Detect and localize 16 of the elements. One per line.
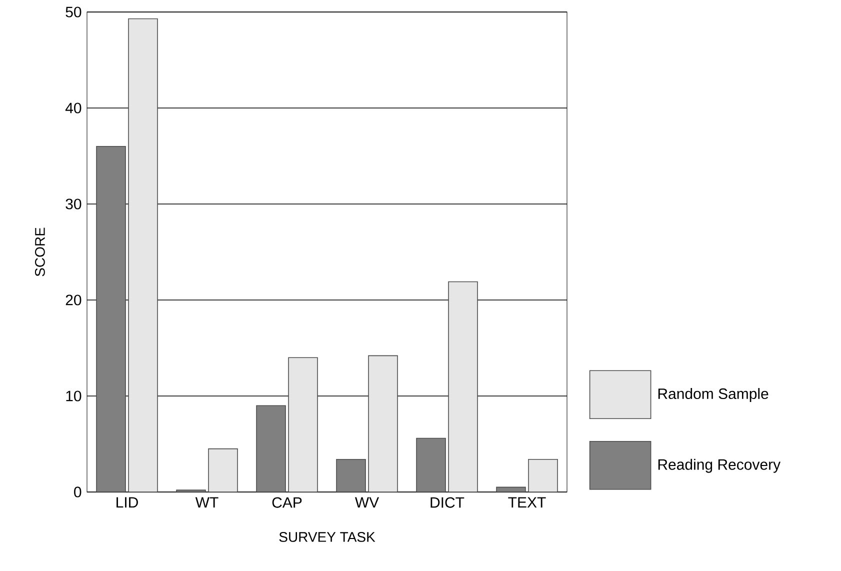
x-tick-label: WT	[195, 497, 218, 508]
y-tick-label: 50	[66, 6, 82, 18]
y-tick-label: 10	[66, 390, 82, 402]
x-tick-label: CAP	[272, 497, 302, 508]
y-tick-label: 40	[65, 102, 82, 114]
text: Reading Recovery	[658, 458, 781, 473]
y-tick-label: 20	[66, 294, 82, 306]
y-tick-label: 0	[74, 486, 82, 498]
y-axis-title: SCORE	[34, 228, 45, 276]
x-tick-label: TEXT	[508, 497, 546, 508]
x-tick-label: DICT	[430, 497, 464, 508]
y-tick-label: 30	[66, 198, 82, 210]
x-axis-title: SURVEY TASK	[279, 532, 376, 542]
text: Random Sample	[658, 388, 768, 402]
x-tick-label: WV	[354, 497, 380, 508]
x-tick-label: LID	[116, 497, 138, 508]
